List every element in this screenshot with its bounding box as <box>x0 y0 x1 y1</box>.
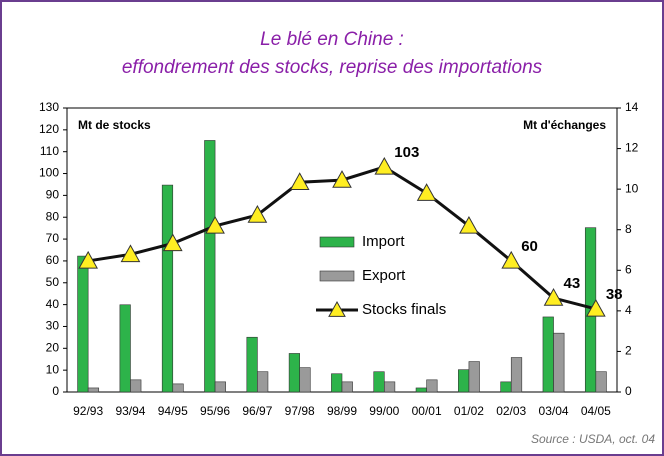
y-tick-label: 60 <box>46 253 60 267</box>
y-tick-label: 110 <box>40 144 59 158</box>
legend-label: Export <box>362 267 406 284</box>
chart-subtitle: effondrement des stocks, reprise des imp… <box>122 57 543 78</box>
marker <box>501 250 522 269</box>
chart-title: Le blé en Chine : <box>260 29 404 50</box>
x-tick-label: 02/03 <box>496 404 526 418</box>
y-tick-label: 20 <box>46 340 60 354</box>
y-tick-label: 40 <box>46 297 60 311</box>
y-axis-label: Mt de stocks <box>78 118 151 132</box>
marker <box>120 244 141 263</box>
y2-tick-label: 12 <box>625 141 639 155</box>
bar <box>204 140 216 393</box>
data-label: 38 <box>606 286 623 303</box>
marker <box>459 215 479 234</box>
bar <box>384 381 396 393</box>
y-tick-label: 130 <box>39 100 59 114</box>
x-tick-label: 99/00 <box>369 404 399 418</box>
bar <box>458 369 470 393</box>
y2-tick-label: 14 <box>625 100 639 114</box>
bar <box>246 336 258 393</box>
bar <box>415 387 427 393</box>
legend-swatch <box>319 236 355 248</box>
legend-label: Stocks finals <box>362 301 446 318</box>
x-tick-label: 00/01 <box>412 404 442 418</box>
data-label: 60 <box>521 238 538 255</box>
data-label: 103 <box>394 144 419 161</box>
y2-tick-label: 10 <box>625 181 639 195</box>
bar <box>77 255 89 393</box>
bar <box>257 371 269 393</box>
marker <box>416 183 437 201</box>
bar <box>331 373 343 393</box>
y-tick-label: 10 <box>46 362 60 376</box>
marker <box>78 250 99 269</box>
marker <box>162 233 183 252</box>
x-tick-label: 97/98 <box>285 404 315 418</box>
bar <box>542 316 554 393</box>
y2-tick-label: 4 <box>625 303 632 317</box>
bar <box>172 383 184 393</box>
bar <box>373 371 385 393</box>
y-tick-label: 120 <box>39 122 59 136</box>
y-tick-label: 0 <box>52 384 59 398</box>
bar <box>161 184 174 393</box>
marker <box>374 156 395 175</box>
bar <box>288 353 300 393</box>
bar <box>87 387 100 393</box>
y-tick-label: 50 <box>46 275 60 289</box>
bar <box>119 304 131 393</box>
y-tick-label: 100 <box>39 166 59 180</box>
x-tick-label: 98/99 <box>327 404 357 418</box>
y-tick-label: 70 <box>46 231 60 245</box>
legend-label: Import <box>362 233 405 250</box>
bar <box>500 381 512 393</box>
x-tick-label: 03/04 <box>539 404 569 418</box>
marker <box>205 215 225 234</box>
bar <box>214 381 226 393</box>
x-tick-label: 94/95 <box>158 404 188 418</box>
bar <box>341 381 353 393</box>
y-tick-label: 80 <box>46 209 60 223</box>
x-tick-label: 95/96 <box>200 404 230 418</box>
y2-tick-label: 2 <box>625 344 632 358</box>
bar <box>299 367 311 393</box>
marker <box>247 205 268 223</box>
marker <box>543 288 564 306</box>
y2-tick-label: 0 <box>625 384 632 398</box>
y2-tick-label: 8 <box>625 222 632 236</box>
marker <box>585 298 606 317</box>
legend-swatch <box>319 270 355 282</box>
x-tick-label: 93/94 <box>115 404 145 418</box>
bar <box>468 361 480 393</box>
data-label: 43 <box>564 275 581 292</box>
y2-axis-label: Mt d'échanges <box>523 118 606 132</box>
x-tick-label: 92/93 <box>73 404 103 418</box>
x-tick-label: 96/97 <box>242 404 272 418</box>
bar <box>130 379 142 393</box>
x-tick-label: 04/05 <box>581 404 611 418</box>
y-tick-label: 30 <box>46 319 60 333</box>
bar <box>426 379 438 393</box>
legend-marker <box>328 300 346 317</box>
y2-tick-label: 6 <box>625 262 632 276</box>
x-tick-label: 01/02 <box>454 404 484 418</box>
bar <box>510 357 523 393</box>
source: Source : USDA, oct. 04 <box>531 432 655 446</box>
marker <box>289 172 310 190</box>
marker <box>332 170 352 188</box>
bar <box>553 332 565 393</box>
y-tick-label: 90 <box>46 188 60 202</box>
bar <box>595 371 607 393</box>
